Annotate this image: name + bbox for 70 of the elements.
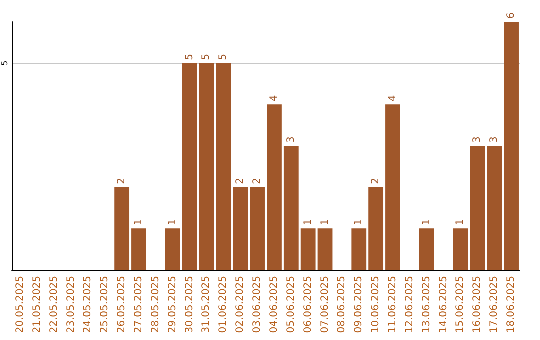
x-tick-label: 08.06.2025: [336, 276, 348, 334]
data-label: 2: [235, 178, 246, 184]
data-label: 1: [320, 219, 331, 226]
data-label: 3: [472, 136, 484, 143]
data-label: 2: [116, 178, 128, 184]
data-label: 5: [201, 54, 212, 60]
bar: [352, 228, 367, 270]
x-tick-label: 27.05.2025: [134, 276, 144, 334]
x-tick-label: 18.06.2025: [506, 276, 518, 334]
data-label: 1: [134, 219, 144, 226]
x-tick-label: 06.06.2025: [302, 276, 314, 334]
data-label: 2: [370, 178, 382, 184]
x-tick-label: 20.05.2025: [14, 276, 26, 334]
x-tick-label: 25.05.2025: [100, 276, 111, 334]
data-label: 5: [218, 54, 230, 60]
bar: [114, 187, 130, 270]
bar: [487, 146, 502, 270]
data-label: 1: [421, 219, 432, 226]
data-label: 4: [268, 95, 280, 102]
x-tick-label: 13.06.2025: [421, 276, 432, 334]
data-label: 2: [252, 178, 264, 184]
x-tick-label: 12.06.2025: [404, 276, 416, 334]
bar: [318, 228, 333, 270]
x-tick-label: 09.06.2025: [354, 276, 365, 334]
x-tick-label: 04.06.2025: [268, 276, 280, 334]
bar: [419, 228, 434, 270]
x-tick-label: 24.05.2025: [82, 276, 94, 334]
x-tick-label: 03.06.2025: [252, 276, 264, 334]
bar: [132, 228, 146, 270]
x-tick-label: 30.05.2025: [184, 276, 196, 334]
bar: [233, 187, 248, 270]
bar: [267, 104, 282, 270]
data-label: 1: [167, 219, 178, 226]
x-tick-label: 28.05.2025: [150, 276, 162, 334]
x-tick-label: 10.06.2025: [370, 276, 382, 334]
data-label: 5: [184, 54, 196, 60]
x-tick-label: 02.06.2025: [235, 276, 246, 334]
bar: [368, 187, 384, 270]
bar: [250, 187, 265, 270]
x-tick-label: 14.06.2025: [438, 276, 450, 334]
data-label: 3: [286, 136, 297, 143]
data-label: 4: [388, 95, 398, 102]
x-tick-label: 07.06.2025: [320, 276, 331, 334]
bar: [300, 228, 316, 270]
bar: [182, 63, 198, 270]
bar: [504, 22, 519, 270]
bar: [216, 63, 232, 270]
bar: [284, 146, 299, 270]
bar: [386, 104, 400, 270]
x-tick-label: 29.05.2025: [167, 276, 178, 334]
bar: [453, 228, 468, 270]
data-label: 6: [506, 12, 518, 19]
bar: [470, 146, 486, 270]
x-tick-label: 05.06.2025: [286, 276, 297, 334]
x-tick-label: 11.06.2025: [388, 276, 398, 334]
x-tick-label: 16.06.2025: [472, 276, 484, 334]
data-label: 3: [489, 136, 500, 143]
x-tick-label: 22.05.2025: [48, 276, 60, 334]
x-tick-label: 26.05.2025: [116, 276, 128, 334]
data-label: 1: [354, 219, 365, 226]
x-tick-label: 21.05.2025: [32, 276, 43, 334]
bar: [165, 228, 180, 270]
bar: [199, 63, 214, 270]
x-tick-label: 01.06.2025: [218, 276, 230, 334]
x-tick-label: 15.06.2025: [455, 276, 466, 334]
x-tick-label: 17.06.2025: [489, 276, 500, 334]
data-label: 1: [302, 219, 314, 226]
data-label: 1: [455, 219, 466, 226]
x-tick-label: 23.05.2025: [66, 276, 77, 334]
x-tick-label: 31.05.2025: [201, 276, 212, 334]
